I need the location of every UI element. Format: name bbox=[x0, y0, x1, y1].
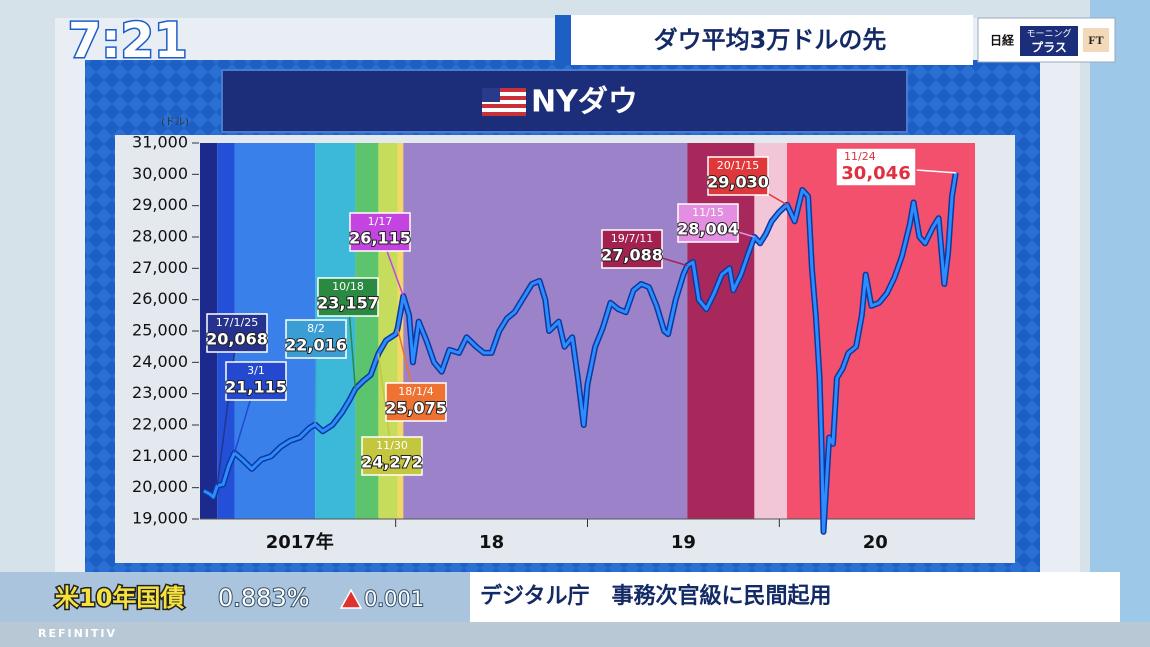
callout-box bbox=[285, 319, 347, 359]
callout-date: 3/1 bbox=[247, 364, 265, 377]
x-tick-label: 19 bbox=[671, 532, 696, 553]
callout-box bbox=[707, 156, 769, 196]
up-arrow bbox=[339, 588, 363, 609]
y-tick-label: 23,000 bbox=[132, 383, 188, 402]
callout-box bbox=[206, 313, 268, 353]
y-tick-label: 31,000 bbox=[132, 133, 188, 152]
y-tick-label: 29,000 bbox=[132, 195, 188, 214]
period-band bbox=[397, 143, 404, 519]
logo-partner: FT bbox=[1088, 33, 1103, 47]
provider: REFINITIV bbox=[38, 627, 117, 640]
y-tick-label: 21,000 bbox=[132, 446, 188, 465]
y-tick-label: 26,000 bbox=[132, 289, 188, 308]
callout-date: 8/2 bbox=[307, 322, 325, 335]
callout-date: 10/18 bbox=[332, 280, 364, 293]
callout-box bbox=[317, 277, 379, 317]
y-tick-label: 25,000 bbox=[132, 321, 188, 340]
ticker-value: 0.883% bbox=[218, 584, 310, 612]
logo-ft-bg bbox=[1083, 28, 1109, 52]
news-headline: デジタル庁 事務次官級に民間起用 bbox=[480, 583, 832, 609]
callout-value: 21,115 bbox=[225, 378, 287, 397]
callout-date: 11/15 bbox=[692, 206, 724, 219]
callout-date: 11/24 bbox=[844, 150, 876, 163]
x-tick-label: 20 bbox=[863, 532, 888, 553]
y-tick-label: 30,000 bbox=[132, 164, 188, 183]
callout-date: 20/1/15 bbox=[717, 159, 759, 172]
callout-value: 20,068 bbox=[206, 330, 268, 349]
x-tick-label: 18 bbox=[479, 532, 504, 553]
x-tick-label: 2017年 bbox=[266, 531, 334, 553]
period-band bbox=[687, 143, 755, 519]
headline-stripe bbox=[555, 15, 571, 65]
callout-box bbox=[677, 203, 739, 243]
y-tick-label: 24,000 bbox=[132, 352, 188, 371]
callout-date: 18/1/4 bbox=[398, 385, 433, 398]
callout-box bbox=[385, 382, 447, 422]
news-bg bbox=[470, 572, 1120, 622]
y-tick-label: 28,000 bbox=[132, 227, 188, 246]
studio-side bbox=[1090, 0, 1150, 647]
clock: 7:21 bbox=[68, 13, 187, 69]
ticker-bg bbox=[0, 572, 470, 622]
callout-value: 29,030 bbox=[707, 173, 769, 192]
headline: ダウ平均3万ドルの先 bbox=[654, 26, 887, 54]
callout-value: 23,157 bbox=[317, 294, 379, 313]
footer-bg bbox=[0, 622, 1150, 647]
ticker-change: 0.001 bbox=[364, 587, 424, 611]
plot: 19,000 20,000 21,000 22,000 23,000 24,000 25,0… bbox=[132, 133, 975, 553]
callout-date: 17/1/25 bbox=[216, 316, 258, 329]
callout-box bbox=[835, 147, 917, 187]
callout-value: 25,075 bbox=[385, 399, 447, 418]
chart-title: NYダウ bbox=[531, 85, 638, 120]
y-tick-label: 20,000 bbox=[132, 477, 188, 496]
y-tick-label: 27,000 bbox=[132, 258, 188, 277]
title-banner bbox=[221, 69, 908, 133]
callout-value: 26,115 bbox=[349, 229, 411, 248]
callout-value: 22,016 bbox=[285, 336, 347, 355]
callout-box bbox=[225, 361, 287, 401]
logo-brand: 日経 bbox=[990, 33, 1015, 48]
period-band bbox=[403, 143, 688, 519]
callout-leader bbox=[216, 332, 238, 486]
y-tick-label: 19,000 bbox=[132, 509, 188, 528]
period-band bbox=[754, 143, 788, 519]
callout-date: 1/17 bbox=[368, 215, 393, 228]
logo-show-bg bbox=[1020, 26, 1078, 56]
callout-value: 24,272 bbox=[361, 453, 423, 472]
callout-box bbox=[361, 436, 423, 476]
ticker-label: 米10年国債 bbox=[55, 584, 184, 612]
y-unit: (ドル) bbox=[161, 117, 189, 128]
callout-date: 11/30 bbox=[376, 439, 408, 452]
headline-box bbox=[555, 15, 973, 65]
callout-date: 19/7/11 bbox=[611, 232, 653, 245]
logo-show-bottom: プラス bbox=[1031, 40, 1067, 55]
callout-value: 28,004 bbox=[677, 220, 739, 239]
line bbox=[203, 172, 958, 534]
y-tick-label: 22,000 bbox=[132, 415, 188, 434]
callout-box bbox=[349, 212, 411, 252]
callout-box bbox=[601, 229, 663, 269]
logo-show-top: モーニング bbox=[1026, 28, 1071, 40]
callout-value: 27,088 bbox=[601, 246, 663, 265]
us-flag bbox=[482, 88, 526, 116]
callout-value: 30,046 bbox=[841, 163, 910, 184]
